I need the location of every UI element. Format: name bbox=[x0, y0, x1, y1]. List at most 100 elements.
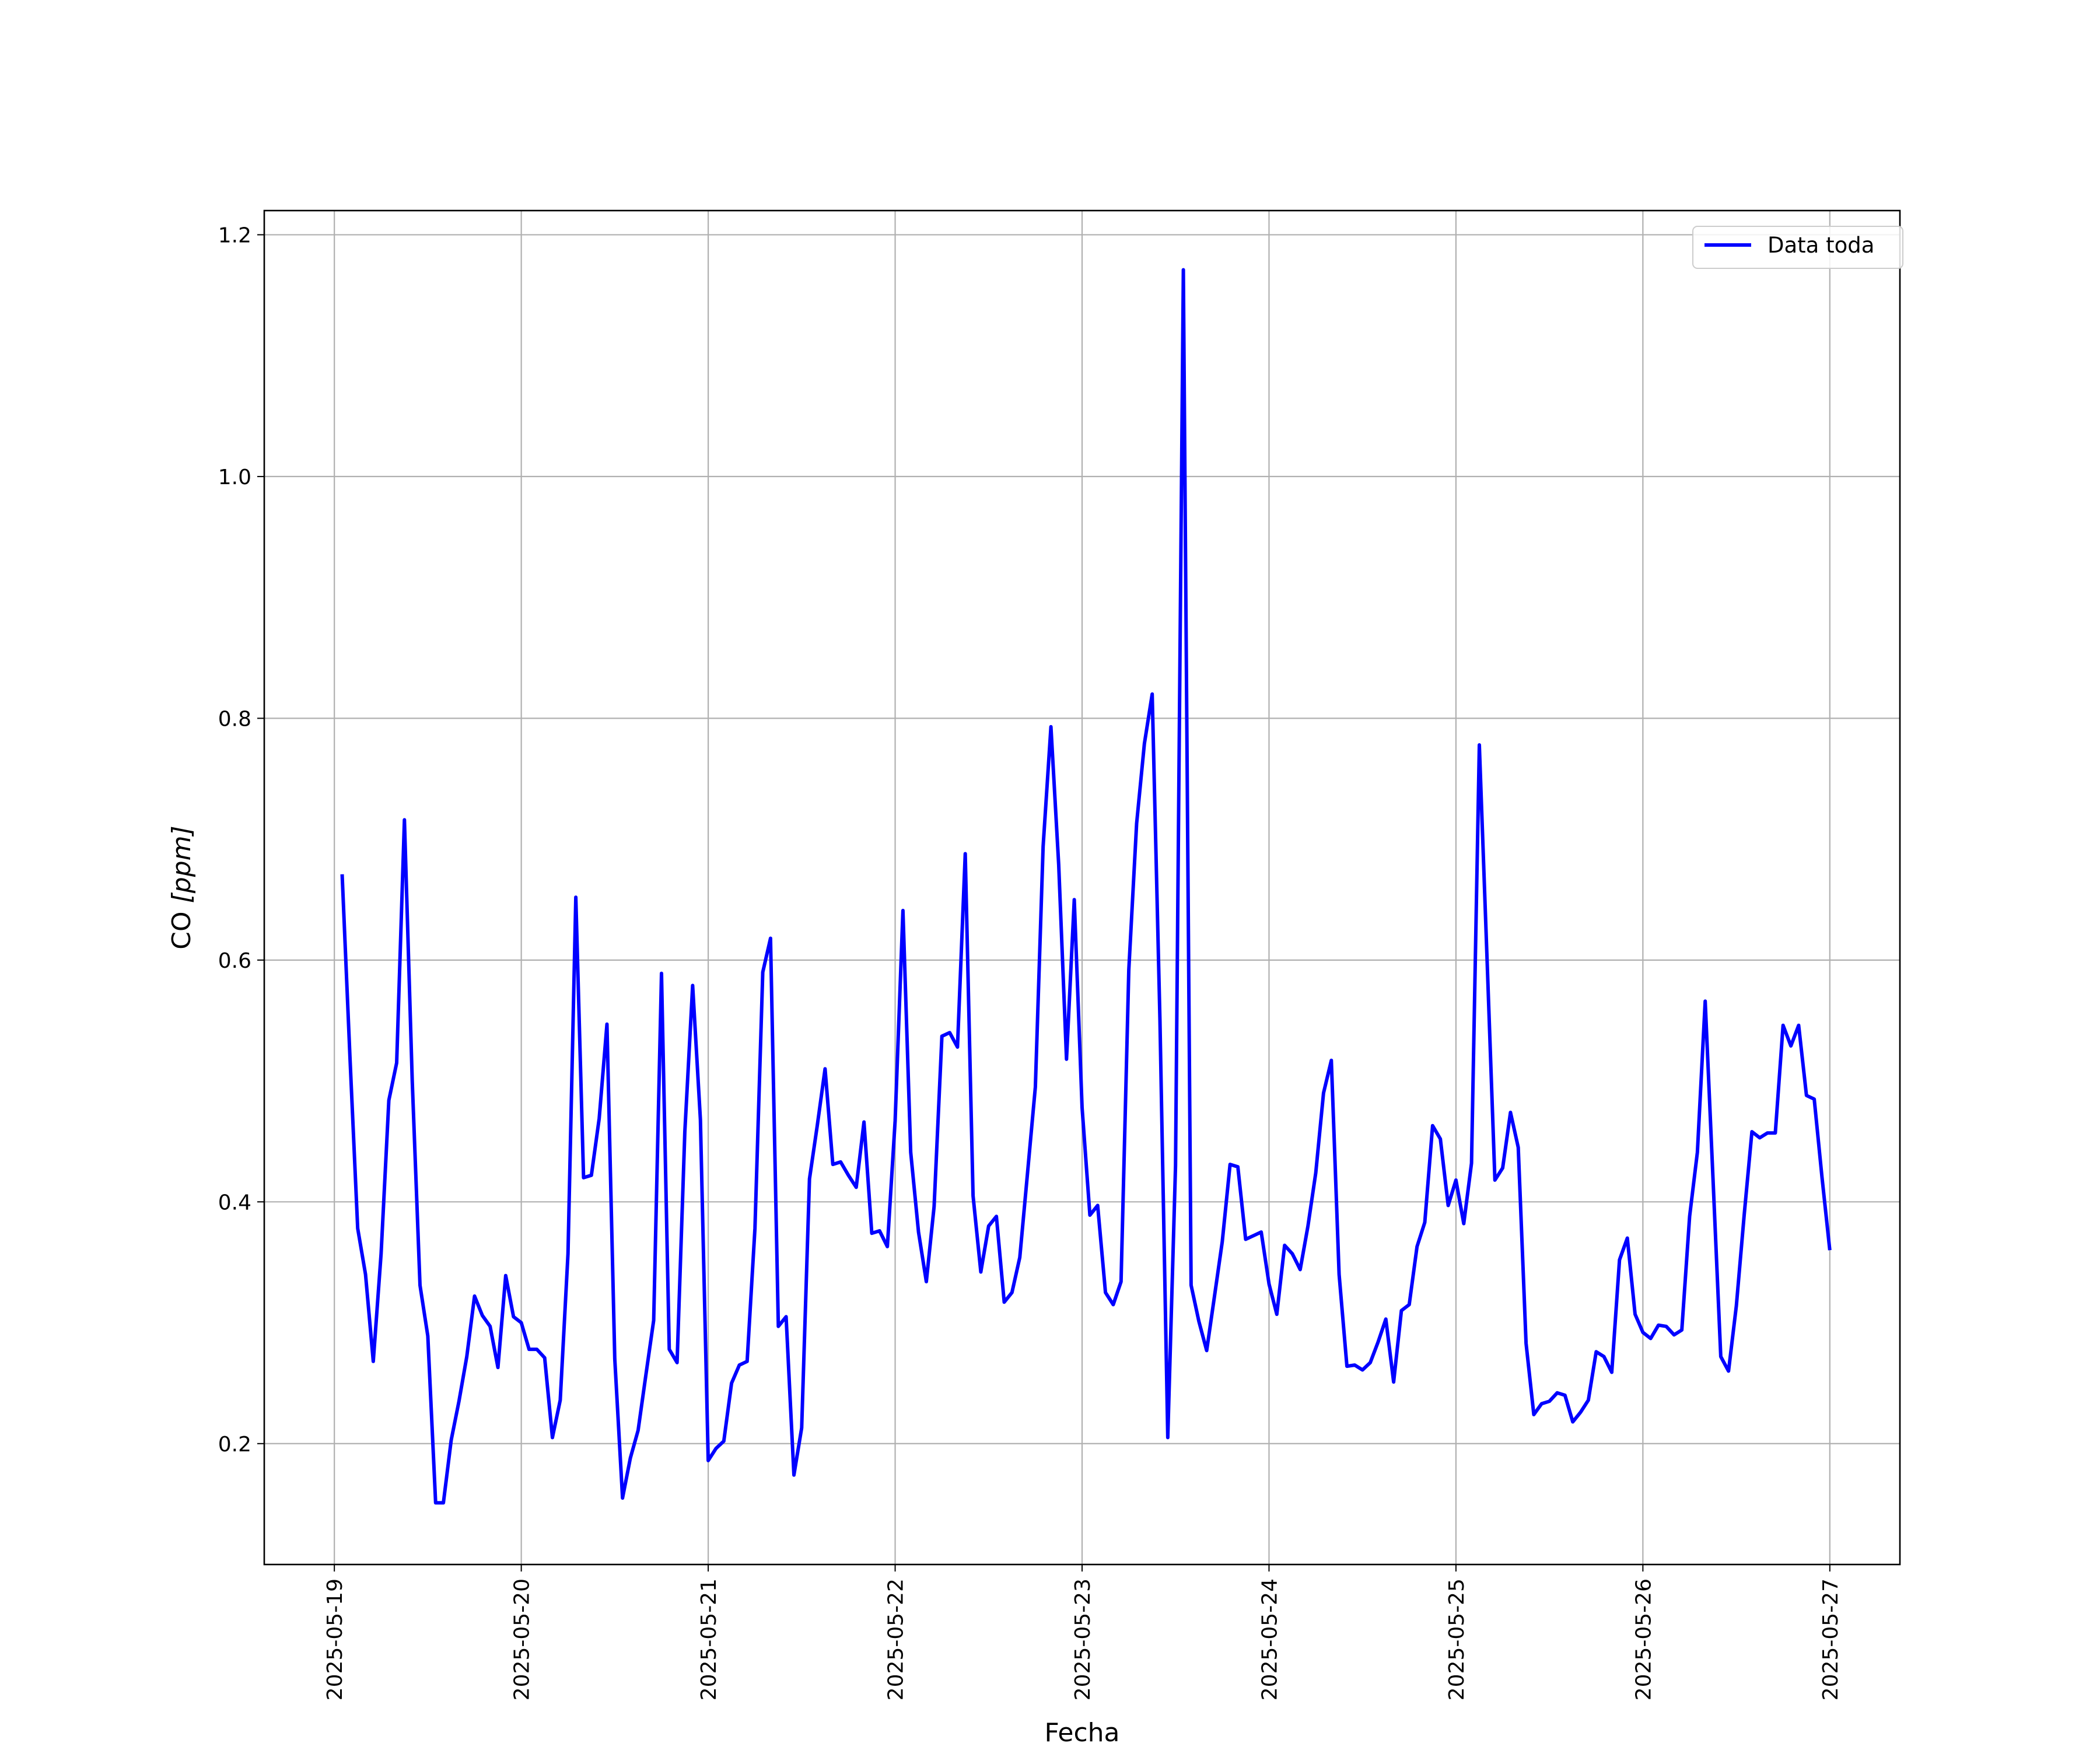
data-point bbox=[1635, 1314, 1636, 1315]
x-tick-label: 2025-05-24 bbox=[1258, 1578, 1282, 1700]
data-point bbox=[1650, 1338, 1651, 1339]
data-point bbox=[622, 1498, 623, 1499]
data-point bbox=[739, 1365, 740, 1366]
data-point bbox=[1245, 1239, 1246, 1240]
data-point bbox=[708, 1460, 709, 1461]
data-point bbox=[599, 1118, 600, 1119]
data-point bbox=[1027, 1172, 1028, 1173]
data-point bbox=[1113, 1304, 1114, 1305]
data-point bbox=[809, 1178, 810, 1179]
data-point bbox=[918, 1232, 919, 1233]
y-tick-label: 0.6 bbox=[218, 949, 251, 973]
grid bbox=[264, 211, 1900, 1564]
legend-box bbox=[1692, 226, 1903, 269]
y-axis-ticks: 0.2 0.4 0.6 0.8 1.0 1.2 bbox=[218, 223, 264, 1457]
data-point bbox=[1385, 1319, 1386, 1320]
y-tick-label: 1.0 bbox=[218, 466, 251, 489]
data-point bbox=[653, 1320, 654, 1321]
data-point bbox=[1479, 745, 1480, 746]
x-tick-label: 2025-05-27 bbox=[1819, 1578, 1843, 1700]
data-point bbox=[1206, 1350, 1207, 1351]
data-point bbox=[1276, 1314, 1277, 1315]
x-tick-label: 2025-05-21 bbox=[697, 1578, 721, 1700]
y-tick-label: 0.8 bbox=[218, 707, 251, 731]
data-point bbox=[1557, 1392, 1558, 1393]
data-point bbox=[1432, 1125, 1433, 1126]
data-point bbox=[1097, 1205, 1098, 1206]
data-point bbox=[1058, 864, 1059, 865]
plot-area bbox=[340, 268, 1832, 1505]
series-line bbox=[340, 268, 1832, 1505]
data-point bbox=[1401, 1310, 1402, 1311]
data-point bbox=[583, 1177, 584, 1178]
data-point bbox=[388, 1100, 389, 1101]
data-point bbox=[832, 1164, 833, 1165]
data-point bbox=[1082, 1107, 1083, 1108]
data-point bbox=[544, 1357, 545, 1358]
data-point bbox=[1689, 1216, 1690, 1217]
x-tick-label: 2025-05-20 bbox=[510, 1578, 534, 1700]
data-point bbox=[1798, 1025, 1799, 1026]
data-point bbox=[1004, 1302, 1005, 1303]
y-axis-label-unit: [ppm] bbox=[167, 825, 197, 903]
data-point bbox=[1806, 1095, 1807, 1096]
data-point bbox=[700, 1119, 701, 1120]
x-axis-ticks: 2025-05-19 2025-05-20 2025-05-21 2025-05-22… bbox=[323, 1564, 1843, 1700]
data-point bbox=[1105, 1292, 1106, 1293]
data-point bbox=[552, 1437, 553, 1438]
data-point bbox=[770, 938, 771, 939]
y-axis-label-main: CO bbox=[167, 903, 197, 949]
data-point bbox=[1136, 823, 1137, 824]
data-point bbox=[529, 1349, 530, 1350]
y-tick-label: 1.2 bbox=[218, 223, 251, 247]
data-point bbox=[1814, 1099, 1815, 1100]
data-point bbox=[1720, 1356, 1721, 1357]
data-point bbox=[505, 1275, 506, 1276]
y-axis-label: CO [ppm] bbox=[167, 825, 197, 949]
data-point bbox=[692, 985, 693, 986]
data-point bbox=[957, 1047, 958, 1048]
data-point bbox=[1043, 846, 1044, 847]
data-point bbox=[817, 1125, 818, 1126]
data-point bbox=[1549, 1401, 1550, 1402]
data-point bbox=[973, 1195, 974, 1196]
data-point bbox=[1697, 1152, 1698, 1153]
data-point bbox=[1354, 1365, 1355, 1366]
data-point bbox=[1705, 1001, 1706, 1002]
x-tick-label: 2025-05-25 bbox=[1445, 1578, 1469, 1700]
x-tick-label: 2025-05-26 bbox=[1632, 1578, 1656, 1700]
data-point bbox=[365, 1274, 366, 1275]
data-point bbox=[1619, 1259, 1620, 1260]
data-point bbox=[420, 1285, 421, 1286]
legend-label: Data toda bbox=[1768, 233, 1874, 258]
data-point bbox=[669, 1349, 670, 1350]
x-axis-label: Fecha bbox=[1044, 1718, 1119, 1748]
data-point bbox=[996, 1216, 997, 1217]
x-tick-label: 2025-05-22 bbox=[884, 1578, 908, 1700]
data-point bbox=[1315, 1172, 1316, 1173]
data-point bbox=[1347, 1366, 1348, 1367]
data-point bbox=[1261, 1232, 1262, 1233]
data-point bbox=[560, 1400, 561, 1401]
y-tick-label: 0.4 bbox=[218, 1191, 251, 1214]
data-point bbox=[902, 910, 903, 911]
data-point bbox=[1829, 1250, 1830, 1251]
legend: Data toda bbox=[1692, 226, 1903, 269]
x-tick-label: 2025-05-19 bbox=[323, 1578, 347, 1700]
data-point bbox=[1744, 1215, 1745, 1216]
data-point bbox=[1167, 1437, 1168, 1438]
data-point bbox=[1370, 1362, 1371, 1363]
data-point bbox=[1222, 1241, 1223, 1242]
data-point bbox=[934, 1206, 935, 1207]
data-point bbox=[521, 1322, 522, 1323]
data-point bbox=[1455, 1180, 1456, 1181]
data-point bbox=[1424, 1222, 1425, 1223]
data-point bbox=[1510, 1112, 1511, 1113]
x-tick-label: 2025-05-23 bbox=[1071, 1578, 1095, 1700]
data-point bbox=[349, 1056, 350, 1057]
data-point bbox=[1494, 1180, 1495, 1181]
data-point bbox=[1471, 1163, 1472, 1164]
y-tick-label: 0.2 bbox=[218, 1433, 251, 1457]
